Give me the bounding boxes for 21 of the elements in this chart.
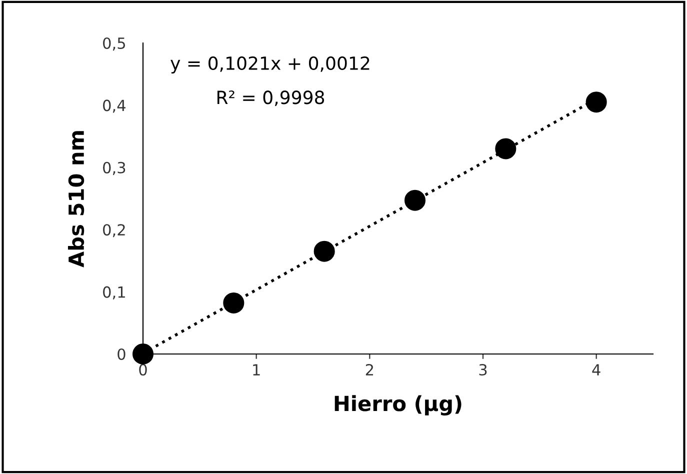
y-tick-label: 0,5 <box>103 37 125 51</box>
y-tick-label: 0,3 <box>103 162 126 175</box>
x-tick-label: 1 <box>253 364 260 376</box>
point <box>314 240 335 262</box>
x-tick-label: 0 <box>139 364 147 376</box>
point <box>495 138 516 160</box>
point <box>223 292 244 314</box>
annotation: y = 0,1021x + 0,0012 <box>170 56 370 74</box>
point <box>132 343 154 365</box>
x-tick-label: 2 <box>366 364 373 376</box>
y-tick-label: 0,4 <box>103 100 126 113</box>
y-tick-label: 0,1 <box>103 286 125 300</box>
y-axis-title: Abs 510 nm <box>68 131 84 268</box>
x-axis-title: Hierro (µg) <box>334 395 462 416</box>
x-tick-label: 3 <box>479 364 487 376</box>
point <box>404 190 426 211</box>
point <box>586 92 607 113</box>
y-tick-label: 0 <box>118 348 126 360</box>
annotation: R² = 0,9998 <box>217 90 324 106</box>
x-tick-label: 4 <box>592 364 600 376</box>
y-tick-label: 0,2 <box>103 224 125 238</box>
